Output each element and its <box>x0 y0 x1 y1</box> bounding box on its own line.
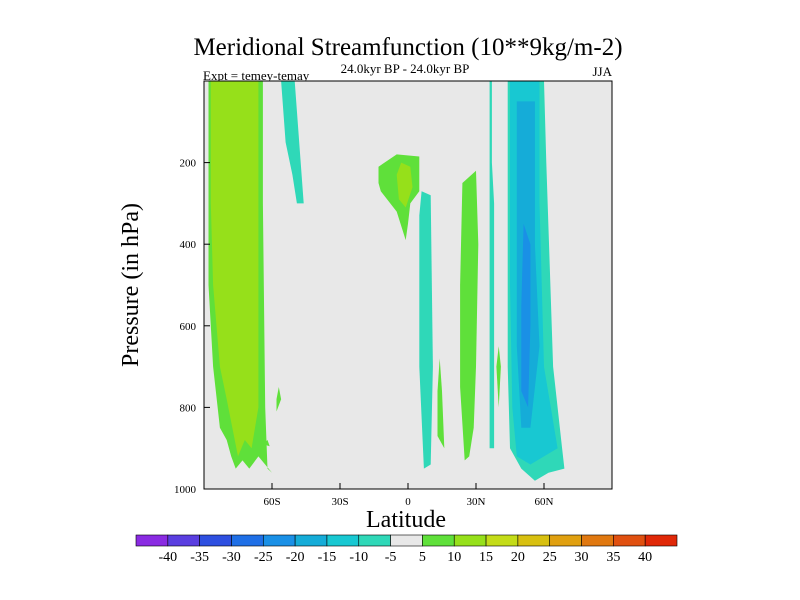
contour-region-12 <box>489 81 495 449</box>
colorbar-level-label: 30 <box>575 550 589 565</box>
chart-title: Meridional Streamfunction (10**9kg/m-2) <box>193 34 622 61</box>
colorbar-level-label: -10 <box>349 550 368 565</box>
colorbar-swatch <box>167 534 200 547</box>
x-tick-label: 60S <box>263 496 280 508</box>
contour-region-10 <box>460 170 479 461</box>
colorbar-swatch <box>549 534 582 547</box>
colorbar-level-label: -40 <box>158 550 177 565</box>
colorbar-level-label: -30 <box>222 550 241 565</box>
contour-region-2 <box>210 81 259 457</box>
colorbar-swatch <box>294 534 328 547</box>
experiment-annotation: Expt = temey-temay <box>203 68 310 83</box>
colorbar-swatch <box>644 534 678 547</box>
colorbar-swatch <box>485 534 519 547</box>
x-tick-label: 30N <box>467 496 486 508</box>
colorbar-level-label: 25 <box>543 550 557 565</box>
x-tick-label: 30S <box>331 496 348 508</box>
y-tick-label: 200 <box>180 158 197 170</box>
chart-subtitle: 24.0kyr BP - 24.0kyr BP <box>341 61 470 76</box>
season-annotation: JJA <box>592 64 612 79</box>
contour-region-7 <box>396 162 413 208</box>
colorbar-level-label: 35 <box>606 550 620 565</box>
colorbar-swatch <box>262 534 296 547</box>
colorbar-level-label: -5 <box>385 550 397 565</box>
contour-region-8 <box>419 191 433 469</box>
colorbar-level-label: 10 <box>447 550 461 565</box>
colorbar-swatch <box>453 534 487 547</box>
colorbar-swatch <box>422 534 455 547</box>
colorbar-level-label: 20 <box>511 550 525 565</box>
colorbar-swatch <box>231 534 264 547</box>
colorbar-swatch <box>613 534 646 547</box>
colorbar: -40 -35 -30 -25 -20 -15 -10 -5 5 10 15 20 25 30 35 40 <box>135 534 678 565</box>
colorbar-swatch <box>581 534 614 547</box>
colorbar-level-label: 5 <box>419 550 426 565</box>
colorbar-swatch <box>326 534 360 547</box>
contour-region-3 <box>281 81 304 204</box>
y-axis-ticks: 200 400 600 800 1000 <box>174 158 210 496</box>
y-tick-label: 600 <box>180 321 197 333</box>
colorbar-level-label: 15 <box>479 550 493 565</box>
contour-region-11 <box>496 346 501 408</box>
contour-region-4 <box>276 387 282 412</box>
colorbar-level-label: -35 <box>190 550 209 565</box>
x-tick-label: 0 <box>405 496 411 508</box>
contour-region-5 <box>262 440 270 447</box>
contour-region-16 <box>521 223 531 408</box>
x-axis-label: Latitude <box>366 507 446 533</box>
x-axis-ticks: 60S 30S 0 30N 60N <box>263 483 554 508</box>
y-tick-label: 800 <box>180 402 197 414</box>
colorbar-level-label: 40 <box>638 550 652 565</box>
x-tick-label: 60N <box>535 496 554 508</box>
y-axis-label: Pressure (in hPa) <box>118 203 144 367</box>
y-tick-label: 400 <box>180 239 197 251</box>
colorbar-swatch <box>135 534 169 547</box>
colorbar-swatch <box>199 534 232 547</box>
y-tick-label: 1000 <box>174 484 197 496</box>
colorbar-swatch <box>517 534 551 547</box>
colorbar-level-label: -25 <box>254 550 273 565</box>
colorbar-swatch <box>358 534 391 547</box>
colorbar-level-label: -15 <box>318 550 337 565</box>
colorbar-swatch <box>390 534 423 547</box>
contour-regions <box>208 81 565 481</box>
contour-region-9 <box>437 358 445 449</box>
colorbar-level-label: -20 <box>286 550 305 565</box>
